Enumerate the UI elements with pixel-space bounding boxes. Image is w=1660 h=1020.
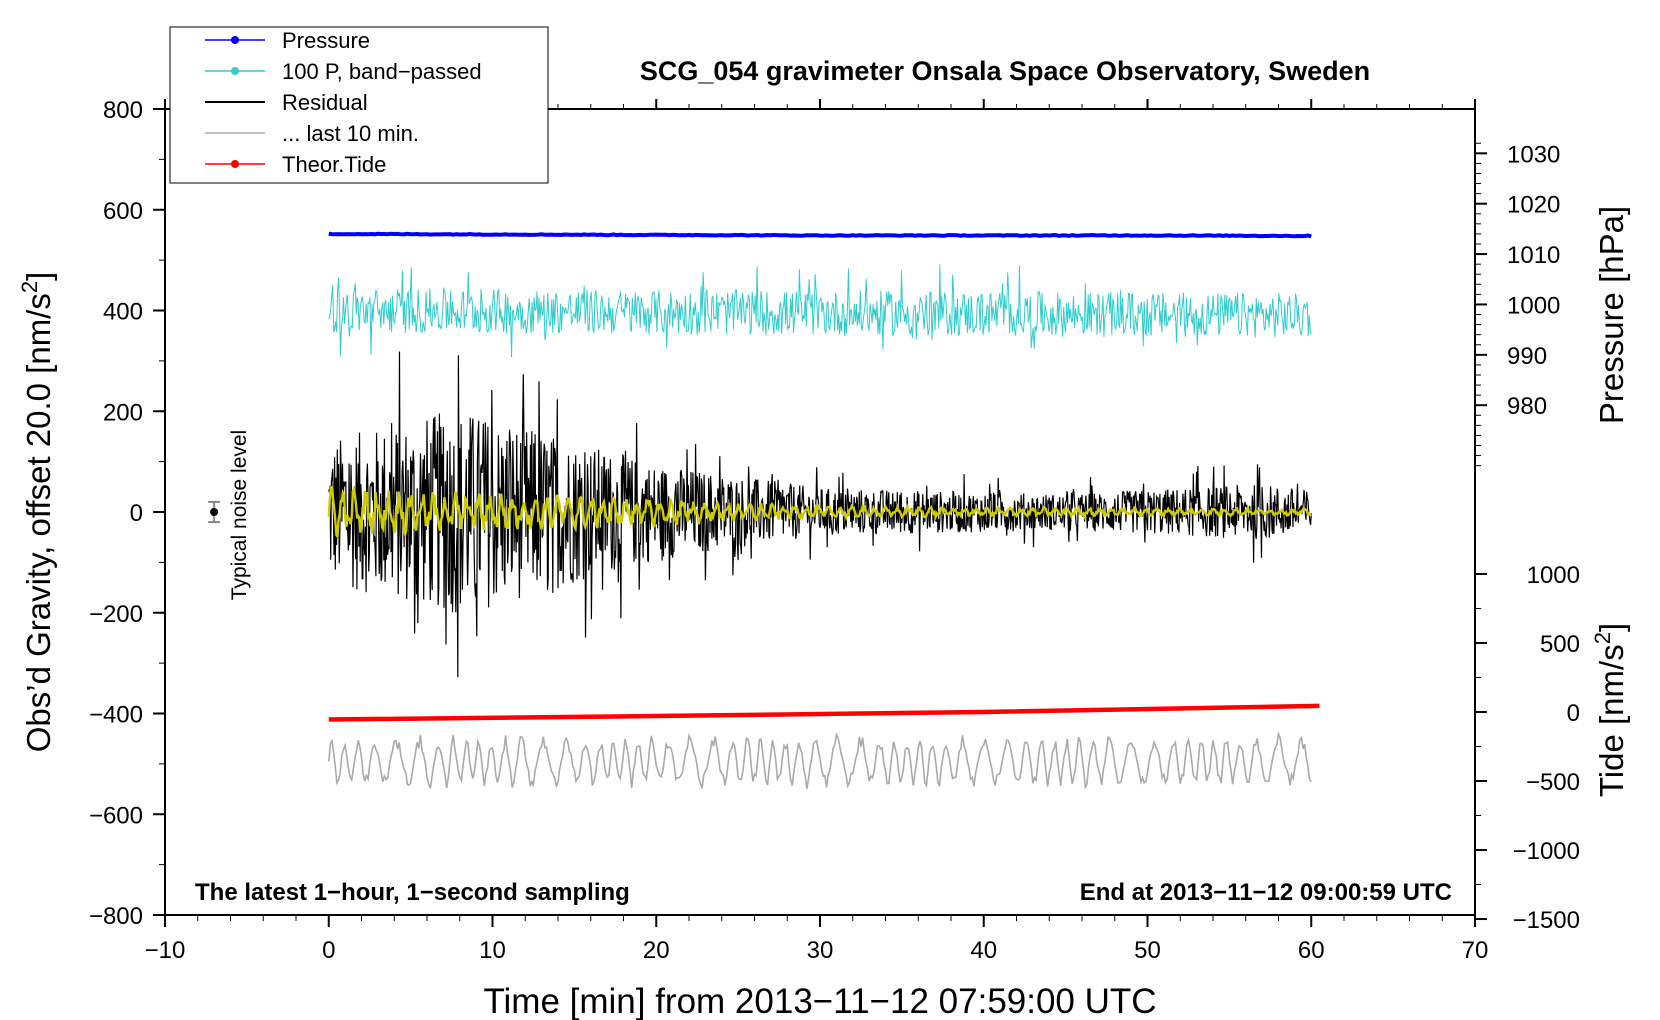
tide-axis-label-sup: 2	[1590, 632, 1615, 644]
legend-label-last-10-min: ... last 10 min.	[282, 121, 419, 146]
legend-marker-pressure	[231, 36, 239, 44]
x-tick-label: 10	[479, 937, 506, 964]
tide-axis-tick-labels: 1000 500 0 −500 −1000 −1500	[1513, 562, 1580, 934]
series-last-10-min	[328, 731, 1312, 790]
x-tick-label: 40	[970, 937, 997, 964]
series-residual-smoothed	[327, 485, 1312, 540]
tide-tick-label: −500	[1526, 769, 1580, 796]
y-axis-label-sup: 2	[17, 281, 42, 293]
series-layer	[327, 231, 1320, 790]
pressure-axis-tick-labels: 1030 1020 1010 1000 990 980	[1507, 141, 1560, 420]
y-tick-label: 200	[103, 399, 143, 426]
sampling-note: The latest 1−hour, 1−second sampling	[195, 879, 630, 906]
y-tick-label: 400	[103, 299, 143, 326]
pressure-tick-label: 1000	[1507, 292, 1560, 319]
tide-tick-label: 0	[1567, 700, 1580, 727]
tide-tick-label: 1000	[1527, 562, 1580, 589]
y-tick-label: −600	[89, 802, 143, 829]
pressure-tick-label: 1030	[1507, 141, 1560, 168]
series-pressure	[328, 231, 1312, 239]
x-tick-label: 20	[643, 937, 670, 964]
pressure-tick-label: 1010	[1507, 242, 1560, 269]
x-tick-label: 60	[1298, 937, 1325, 964]
x-tick-label: 30	[807, 937, 834, 964]
y-axis-label: Obs’d Gravity, offset 20.0 [nm/s2]	[17, 272, 57, 753]
noise-level-label: Typical noise level	[228, 430, 251, 600]
tide-tick-label: −1500	[1513, 907, 1580, 934]
x-tick-label: 0	[322, 937, 335, 964]
legend-label-theor-tide: Theor.Tide	[282, 152, 386, 177]
y-axis-label-main: Obs’d Gravity, offset 20.0 [nm/s	[20, 293, 57, 752]
tide-axis-label-main: Tide [nm/s	[1593, 644, 1630, 797]
x-axis-label: Time [min] from 2013−11−12 07:59:00 UTC	[483, 982, 1156, 1020]
series-theor-tide	[328, 703, 1320, 722]
series-100-p-band-passed	[328, 264, 1312, 358]
pressure-axis-ticks	[1475, 142, 1487, 467]
end-time-note: End at 2013−11−12 09:00:59 UTC	[1080, 879, 1452, 906]
tide-tick-label: 500	[1540, 631, 1580, 658]
x-axis-tick-labels: −10 0 10 20 30 40 50 60 70	[145, 937, 1489, 964]
y-axis-label-end: ]	[20, 272, 57, 281]
y-tick-label: 800	[103, 97, 143, 124]
noise-level-marker	[208, 500, 221, 524]
legend: Pressure 100 P, band−passed Residual ... la…	[205, 28, 482, 177]
y-tick-label: −200	[89, 601, 143, 628]
tide-axis-ticks	[1475, 572, 1487, 921]
y-tick-label: −800	[89, 903, 143, 930]
legend-box	[169, 26, 549, 184]
y-axis-ticks	[153, 108, 165, 916]
x-tick-label: −10	[145, 937, 186, 964]
y-tick-label: −400	[89, 702, 143, 729]
y-tick-label: 0	[130, 500, 143, 527]
chart-title: SCG_054 gravimeter Onsala Space Observat…	[640, 56, 1370, 86]
legend-marker-theor-tide	[231, 160, 239, 168]
tide-axis-label: Tide [nm/s2]	[1590, 623, 1630, 797]
pressure-tick-label: 1020	[1507, 192, 1560, 219]
y-axis-tick-labels: 800 600 400 200 0 −200 −400 −600 −800	[89, 97, 143, 930]
legend-label-100-p-band-passed: 100 P, band−passed	[282, 59, 482, 84]
legend-label-residual: Residual	[282, 90, 368, 115]
tide-axis-label-end: ]	[1593, 623, 1630, 632]
legend-marker-100-p-band-passed	[231, 67, 239, 75]
noise-point	[210, 508, 219, 516]
x-tick-label: 70	[1462, 937, 1489, 964]
series-residual	[328, 351, 1312, 678]
tide-tick-label: −1000	[1513, 838, 1580, 865]
pressure-axis-label: Pressure [hPa]	[1593, 206, 1630, 424]
legend-label-pressure: Pressure	[282, 28, 370, 53]
pressure-tick-label: 980	[1507, 393, 1547, 420]
pressure-tick-label: 990	[1507, 343, 1547, 370]
y-tick-label: 600	[103, 198, 143, 225]
x-tick-label: 50	[1134, 937, 1161, 964]
